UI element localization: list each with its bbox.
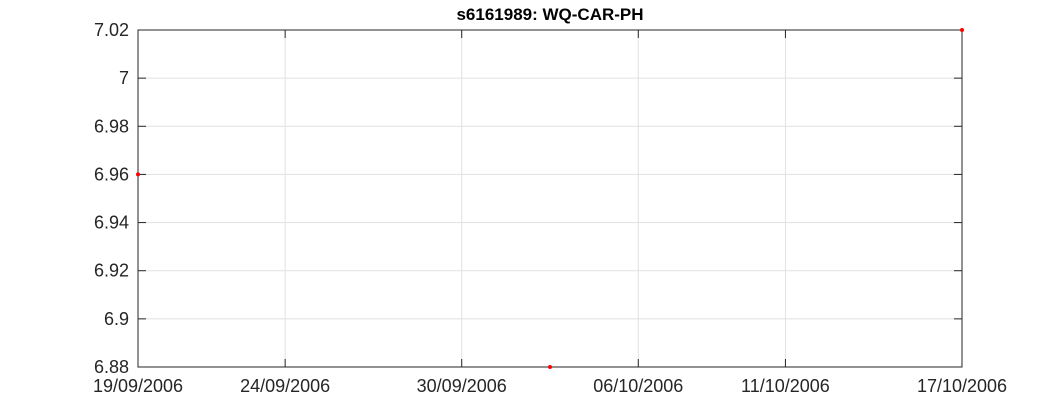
x-tick-label: 11/10/2006 <box>741 376 830 396</box>
x-tick-label: 19/09/2006 <box>93 376 183 396</box>
y-tick-label: 6.88 <box>94 357 129 377</box>
x-tick-label: 30/09/2006 <box>417 376 507 396</box>
y-tick-label: 7 <box>119 68 129 88</box>
x-tick-label: 17/10/2006 <box>917 376 1007 396</box>
y-tick-label: 6.96 <box>94 164 129 184</box>
chart-title: s6161989: WQ-CAR-PH <box>456 5 643 24</box>
x-axis: 19/09/2006 24/09/2006 30/09/2006 06/10/2006… <box>93 376 1007 396</box>
data-point <box>960 28 964 32</box>
y-tick-label: 7.02 <box>94 20 129 40</box>
data-point <box>548 365 552 369</box>
data-points <box>136 28 964 369</box>
data-point <box>136 172 140 177</box>
y-tick-label: 6.9 <box>104 309 129 329</box>
tick-marks <box>137 29 963 368</box>
x-tick-label: 06/10/2006 <box>593 376 683 396</box>
grid <box>138 30 962 367</box>
x-tick-label: 24/09/2006 <box>240 376 330 396</box>
y-tick-label: 6.94 <box>94 213 129 233</box>
plot-area-frame <box>137 29 963 368</box>
y-axis: 6.88 6.9 6.92 6.94 6.96 6.98 7 7.02 <box>94 20 129 377</box>
y-tick-label: 6.98 <box>94 116 129 136</box>
y-tick-label: 6.92 <box>94 261 129 281</box>
